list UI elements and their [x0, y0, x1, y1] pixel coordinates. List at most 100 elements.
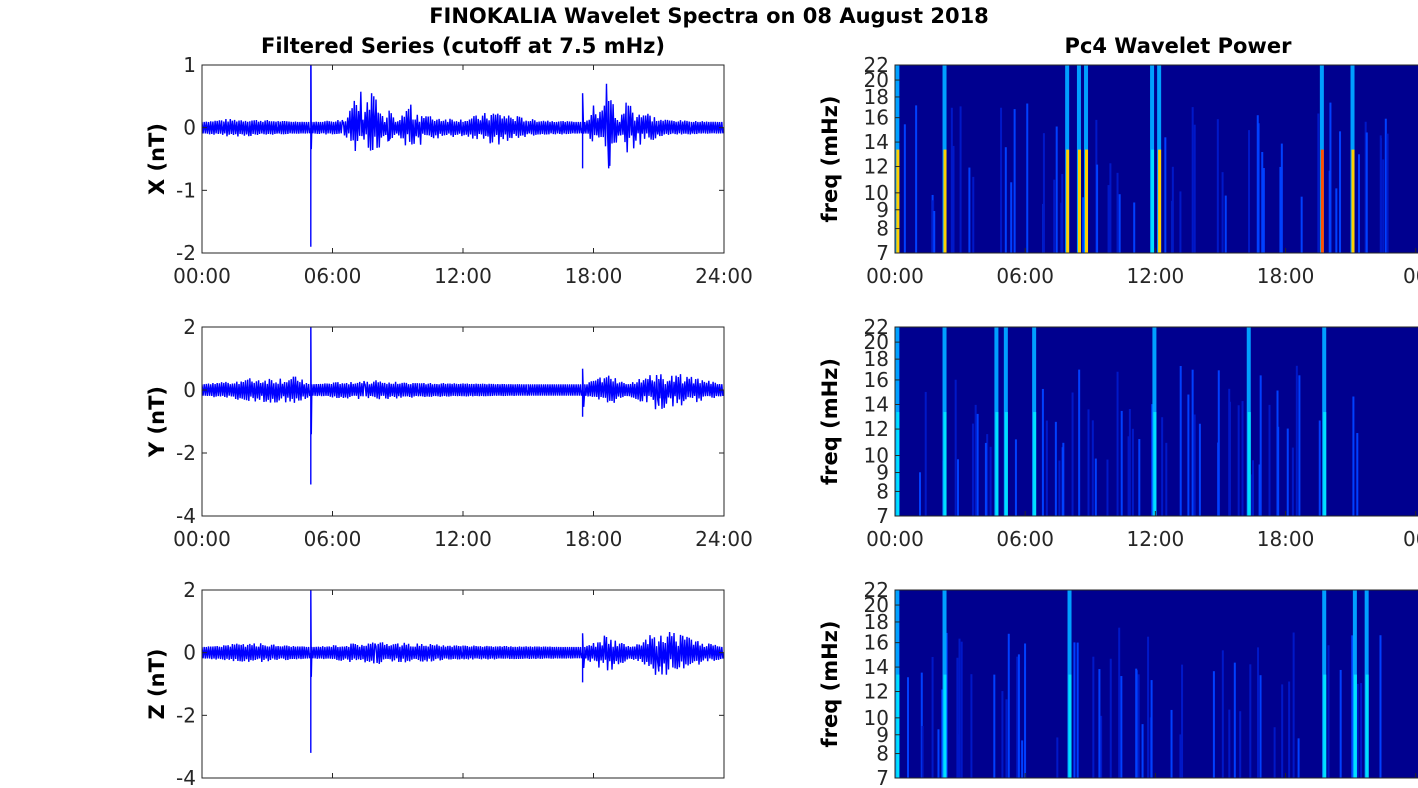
power-streak	[1053, 179, 1056, 253]
y-axis-label: freq (mHz)	[818, 96, 842, 223]
y-tick-label: 7	[876, 241, 889, 265]
y-tick-label: 12	[864, 417, 889, 441]
power-streak	[984, 442, 987, 516]
power-streak	[1297, 738, 1300, 778]
y-tick-label: 16	[864, 368, 889, 392]
power-streak	[1365, 132, 1368, 253]
power-streak	[970, 674, 973, 778]
power-streak	[1100, 715, 1103, 778]
power-streak	[1137, 674, 1140, 778]
power-streak	[915, 105, 918, 253]
power-streak	[1228, 709, 1231, 778]
power-peak	[995, 412, 999, 516]
power-streak	[1151, 404, 1154, 516]
y-tick-label: 18	[864, 347, 889, 371]
y-tick-label: 2	[183, 578, 196, 602]
power-streak	[919, 472, 922, 516]
power-streak	[1249, 664, 1252, 778]
x-tick-label: 00:00	[173, 264, 231, 288]
power-streak	[1120, 676, 1123, 778]
power-streak	[1268, 404, 1271, 516]
power-streak	[1087, 409, 1090, 516]
y-tick-label: 18	[864, 610, 889, 634]
x-tick-label: 18:00	[1257, 527, 1315, 551]
power-streak	[960, 641, 963, 778]
power-streak	[1221, 172, 1224, 253]
power-streak	[1258, 464, 1261, 516]
power-peak	[1351, 149, 1355, 253]
power-streak	[1193, 124, 1196, 253]
power-streak	[1120, 410, 1123, 516]
power-streak	[1212, 671, 1215, 778]
power-streak	[1357, 154, 1360, 253]
power-streak	[1118, 627, 1121, 778]
power-streak	[1193, 414, 1196, 516]
power-streak	[1356, 433, 1359, 516]
power-streak	[906, 677, 909, 778]
power-peak	[1247, 412, 1251, 516]
power-streak	[1379, 635, 1382, 778]
power-streak	[1076, 642, 1079, 778]
x-tick-label: 00:00	[173, 527, 231, 551]
power-streak	[1327, 645, 1330, 778]
power-streak	[1237, 405, 1240, 516]
y-tick-label: 20	[864, 593, 889, 617]
axes-box	[894, 326, 1418, 517]
x-tick-label: 12:00	[1127, 527, 1185, 551]
power-streak	[1109, 658, 1112, 778]
power-streak	[1073, 642, 1076, 778]
x-tick-label: 00	[1403, 527, 1418, 551]
power-streak	[1165, 442, 1168, 516]
x-tick-label: 18:00	[1257, 264, 1315, 288]
power-streak	[1135, 670, 1138, 778]
power-streak	[974, 404, 977, 516]
y-tick-label: 2	[183, 315, 196, 339]
power-streak	[1098, 669, 1101, 778]
y-tick-label: 0	[183, 116, 196, 140]
power-streak	[1092, 656, 1095, 778]
power-streak	[1317, 113, 1320, 253]
power-streak	[1014, 439, 1017, 516]
power-peak	[1066, 149, 1070, 253]
y-tick-label: 9	[876, 461, 889, 485]
power-peak	[1323, 674, 1327, 778]
power-streak	[1241, 401, 1244, 516]
power-streak	[1217, 370, 1220, 516]
power-streak	[1116, 172, 1119, 253]
y-tick-label: -2	[176, 441, 196, 465]
y-tick-label: 22	[864, 578, 889, 602]
y-tick-label: 7	[876, 504, 889, 528]
power-peak	[1033, 412, 1037, 516]
power-streak	[1292, 632, 1295, 778]
power-streak	[1298, 375, 1301, 516]
power-streak	[1279, 166, 1282, 253]
y-tick-label: 14	[864, 130, 889, 154]
x-tick-label: 24:00	[695, 527, 753, 551]
power-streak	[956, 657, 959, 778]
power-streak	[1041, 388, 1044, 516]
power-streak	[959, 106, 962, 253]
power-streak	[1042, 133, 1045, 253]
axes-box	[894, 64, 1418, 254]
power-streak	[1106, 459, 1109, 516]
power-streak	[952, 145, 955, 253]
y-tick-label: 8	[876, 217, 889, 241]
power-streak	[1179, 191, 1182, 253]
series-line	[202, 65, 724, 247]
power-streak	[1004, 147, 1007, 253]
y-tick-label: 12	[864, 680, 889, 704]
power-streak	[1171, 166, 1174, 253]
axes-box	[201, 589, 725, 779]
power-streak	[1061, 173, 1064, 253]
x-tick-label: 24:00	[695, 264, 753, 288]
power-streak	[1224, 195, 1227, 253]
y-tick-label: 10	[864, 706, 889, 730]
series-line	[202, 590, 724, 753]
y-tick-label: 0	[183, 378, 196, 402]
power-streak	[937, 729, 940, 778]
power-peak	[896, 412, 900, 516]
x-tick-label: 12:00	[434, 527, 492, 551]
power-streak	[1131, 428, 1134, 516]
power-streak	[1239, 711, 1242, 778]
power-streak	[1024, 643, 1027, 778]
